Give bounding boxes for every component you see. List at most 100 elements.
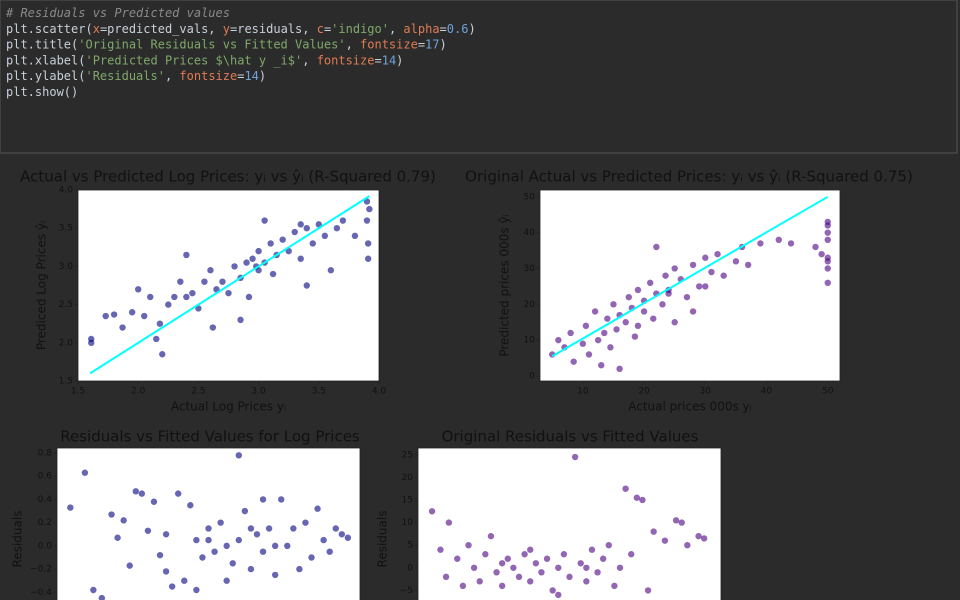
scatter-point (607, 344, 614, 351)
scatter-point (702, 283, 709, 290)
y-tick-label: 3.0 (59, 262, 74, 272)
scatter-point (625, 293, 632, 301)
scatter-point (291, 228, 298, 236)
scatter-point (237, 316, 244, 324)
x-tick-label: 1.5 (71, 387, 85, 397)
scatter-point (633, 494, 641, 501)
scatter-point (138, 490, 146, 497)
x-tick-label: 10 (577, 387, 589, 397)
scatter-point (549, 587, 556, 594)
scatter-point (303, 282, 310, 289)
code-line: plt.scatter(x=predicted_vals, y=residual… (6, 21, 476, 35)
scatter-point (271, 571, 279, 579)
scatter-point (470, 564, 478, 571)
scatter-point (695, 532, 702, 540)
scatter-point (297, 221, 304, 228)
scatter-point (108, 511, 115, 518)
scatter-point (610, 301, 617, 308)
scatter-point (498, 582, 506, 590)
y-tick-label: 2.0 (59, 338, 74, 348)
scatter-point (824, 265, 831, 272)
scatter-point (213, 286, 220, 293)
scatter-point (333, 225, 341, 232)
code-token: 'indigo' (331, 21, 389, 35)
scatter-point (744, 261, 752, 269)
x-tick-label: 40 (761, 387, 773, 397)
scatter-point (156, 551, 164, 559)
scatter-point (297, 255, 304, 262)
code-token: alpha (403, 21, 439, 35)
scatter-point (640, 308, 648, 315)
scatter-point (156, 320, 164, 327)
code-token: fontsize (360, 37, 418, 51)
x-tick-label: 4.0 (372, 387, 387, 397)
scatter-point (153, 335, 160, 343)
chart: Residuals vs Fitted Values for Log Price… (11, 428, 361, 600)
code-token: # Residuals vs Predicted values (5, 6, 230, 20)
plot-area (56, 447, 361, 600)
scatter-point (622, 485, 629, 492)
code-line: plt.ylabel('Residuals', fontsize=14) (6, 69, 266, 83)
scatter-point (339, 217, 347, 224)
y-tick-label: 0.4 (38, 495, 53, 505)
scatter-point (327, 267, 335, 274)
scatter-point (566, 573, 573, 581)
scatter-point (498, 560, 506, 567)
code-token: 'Predicted Prices $\hat y _i$' (85, 53, 302, 67)
scatter-point (363, 217, 371, 224)
scatter-point (247, 525, 255, 532)
scatter-point (437, 546, 444, 553)
y-tick-label: 0.6 (38, 472, 53, 482)
scatter-point (259, 496, 267, 503)
y-tick-label: 40 (524, 228, 536, 238)
scatter-point (555, 564, 562, 571)
scatter-point (162, 531, 170, 538)
code-token: c (317, 21, 324, 35)
scatter-point (165, 301, 172, 308)
scatter-point (119, 324, 126, 331)
scatter-point (231, 263, 238, 270)
scatter-point (332, 525, 339, 532)
scatter-point (695, 283, 703, 290)
code-cell[interactable] (0, 0, 958, 154)
scatter-point (88, 339, 95, 346)
chart: Actual vs Predicted Log Prices: yᵢ vs ŷᵢ… (20, 168, 436, 414)
scatter-point (278, 496, 285, 503)
code-token: , (346, 37, 360, 51)
scatter-point (442, 573, 450, 581)
scatter-point (229, 560, 236, 567)
scatter-point (543, 555, 551, 562)
x-axis-label: Actual Log Prices yᵢ (171, 400, 286, 414)
code-token: ) (396, 53, 403, 67)
scatter-point (555, 336, 562, 344)
scatter-point (538, 569, 545, 576)
scatter-point (583, 564, 590, 571)
code-token: , (165, 69, 179, 83)
scatter-point (217, 519, 224, 526)
scatter-point (818, 250, 825, 258)
scatter-point (171, 293, 178, 301)
code-token: 14 (382, 53, 396, 67)
scatter-point (583, 578, 590, 585)
scatter-point (315, 221, 322, 228)
y-axis-label: Prediced Log Prices ŷᵢ (35, 221, 49, 350)
scatter-point (235, 536, 242, 544)
scatter-point (302, 519, 309, 526)
scatter-point (81, 469, 89, 476)
scatter-point (321, 232, 329, 240)
scatter-point (271, 542, 279, 550)
y-tick-label: 0.2 (38, 518, 52, 528)
scatter-point (205, 525, 212, 532)
scatter-point (445, 519, 453, 526)
y-tick-label: −5 (400, 586, 413, 596)
scatter-point (364, 240, 372, 247)
scatter-point (454, 555, 461, 562)
code-token: fontsize (179, 69, 237, 83)
scatter-point (209, 324, 217, 331)
scatter-point (245, 293, 253, 301)
scatter-point (616, 365, 623, 373)
scatter-point (269, 270, 277, 278)
scatter-point (132, 488, 139, 495)
scatter-point (351, 232, 359, 240)
